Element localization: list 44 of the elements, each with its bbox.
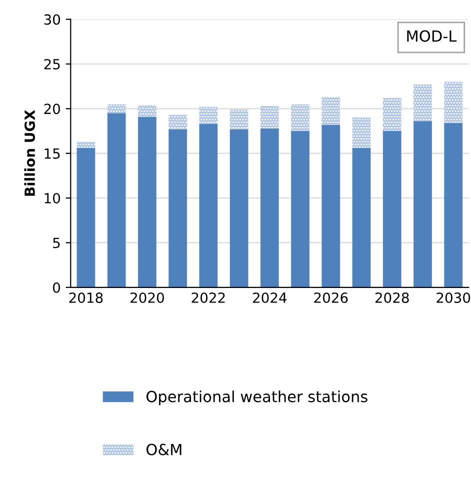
y-tick-label: 0: [53, 282, 60, 293]
bar: [322, 97, 340, 125]
y-tick-label: 15: [44, 148, 60, 159]
x-tick-label: 2024: [252, 292, 287, 303]
bar: [352, 148, 371, 288]
x-tick-label: 2022: [192, 292, 225, 303]
bar: [444, 82, 463, 123]
bar: [291, 104, 310, 132]
bar: [260, 106, 279, 128]
y-tick-label: 25: [44, 58, 60, 70]
y-tick-label: 5: [53, 238, 60, 248]
bar: [322, 124, 340, 288]
y-tick-label: 20: [44, 104, 60, 114]
bar: [382, 98, 402, 132]
annotation: MOD-L: [407, 30, 457, 42]
bar: [168, 129, 187, 288]
bar: [76, 142, 96, 148]
bar: [444, 122, 463, 288]
bar: [76, 148, 96, 288]
bar: [107, 104, 126, 114]
bar: [260, 128, 279, 288]
bar: [199, 124, 218, 288]
y-tick-label: 30: [44, 14, 60, 25]
bar: [382, 131, 402, 288]
bar: [107, 113, 126, 288]
bar: [230, 110, 248, 130]
legend-label: O&M: [146, 444, 182, 456]
x-tick-label: 2026: [314, 292, 348, 303]
bar: [352, 118, 371, 148]
bar: [168, 114, 187, 130]
bar: [138, 105, 156, 117]
x-tick-label: 2018: [69, 292, 103, 303]
x-tick-label: 2030: [436, 292, 470, 303]
y-axis-title: Billion UGX: [24, 110, 36, 196]
x-tick-label: 2028: [375, 292, 409, 303]
bar: [291, 131, 310, 288]
legend-label: Operational weather stations: [146, 390, 368, 406]
bar: [199, 106, 218, 124]
bar: [414, 121, 432, 288]
bar: [414, 84, 432, 122]
bar: [138, 116, 156, 288]
y-tick-label: 10: [44, 193, 60, 204]
bar: [230, 129, 248, 288]
x-tick-label: 2020: [130, 292, 164, 303]
